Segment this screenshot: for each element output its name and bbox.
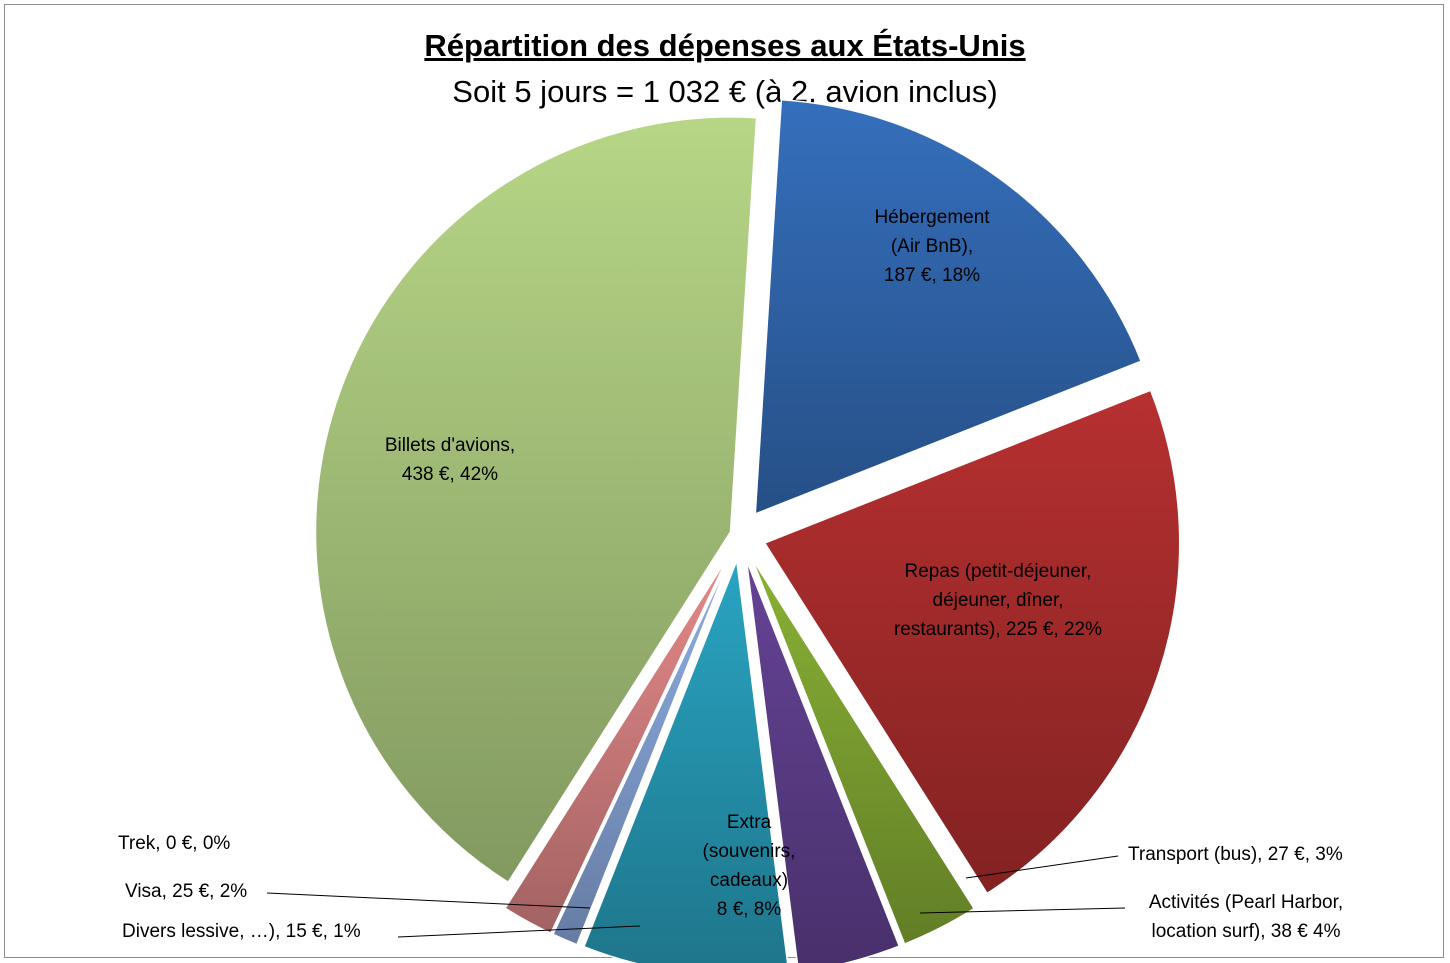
slice-label-extra-souvenirs-cadeaux: Extra (souvenirs, cadeaux) 8 €, 8% <box>703 812 796 920</box>
leader-line-divers-lessive <box>397 925 641 938</box>
slice-label-line: 187 €, 18% <box>884 265 980 286</box>
chart-subtitle: Soit 5 jours = 1 032 € (à 2, avion inclu… <box>452 74 998 109</box>
slice-label-visa: Visa, 25 €, 2% <box>125 881 247 902</box>
slice-label-line: Transport (bus), 27 €, 3% <box>1128 844 1343 865</box>
leader-line-activites-pearl-harbor-location-surf <box>919 907 1126 914</box>
slice-label-line: Divers lessive, …), 15 €, 1% <box>122 921 361 942</box>
slice-repas-petit-dejeuner-dejeuner-diner-restaurants <box>763 389 1181 895</box>
leader-lines <box>266 855 1126 938</box>
slices-layer <box>314 98 1181 963</box>
slice-label-line: location surf), 38 € 4% <box>1151 921 1340 942</box>
slice-label-billets-d-avions: Billets d'avions, 438 €, 42% <box>385 435 515 485</box>
leader-line-transport-bus <box>965 855 1119 879</box>
slice-label-line: (souvenirs, <box>703 841 796 862</box>
slice-label-line: 438 €, 42% <box>402 464 498 485</box>
slice-label-line: 8 €, 8% <box>717 899 782 920</box>
slice-label-trek: Trek, 0 €, 0% <box>118 833 230 854</box>
slice-label-line: Extra <box>727 812 772 833</box>
slice-transport-bus <box>751 557 976 945</box>
slice-label-transport-bus: Transport (bus), 27 €, 3% <box>1128 844 1343 865</box>
chart-title: Répartition des dépenses aux États-Unis <box>424 28 1026 63</box>
slice-billets-d-avions <box>314 116 758 884</box>
slice-label-line: Activités (Pearl Harbor, <box>1149 892 1343 913</box>
slice-extra-souvenirs-cadeaux <box>582 560 789 963</box>
slice-label-line: Visa, 25 €, 2% <box>125 881 247 902</box>
slice-label-line: Hébergement <box>874 207 990 228</box>
leader-line-visa <box>266 892 591 909</box>
slice-activites-pearl-harbor-location-surf <box>745 559 901 963</box>
slice-label-hebergement-air-bnb: Hébergement (Air BnB), 187 €, 18% <box>874 207 990 286</box>
slice-visa <box>504 557 729 935</box>
slice-label-activites-pearl-harbor-location-surf: Activités (Pearl Harbor, location surf), … <box>1149 892 1343 942</box>
slice-divers-lessive <box>551 558 731 946</box>
slice-hebergement-air-bnb <box>754 98 1143 516</box>
slice-label-divers-lessive: Divers lessive, …), 15 €, 1% <box>122 921 361 942</box>
slice-label-line: (Air BnB), <box>891 236 973 257</box>
slice-labels: Hébergement (Air BnB), 187 €, 18% Repas (pe… <box>118 207 1343 942</box>
slice-label-line: Trek, 0 €, 0% <box>118 833 230 854</box>
slice-label-repas-petit-dejeuner-dejeuner-diner-restaurants: Repas (petit-déjeuner, déjeuner, dîner, re… <box>894 561 1102 640</box>
slice-label-line: déjeuner, dîner, <box>933 590 1064 611</box>
slice-label-line: Repas (petit-déjeuner, <box>905 561 1092 582</box>
slice-label-line: restaurants), 225 €, 22% <box>894 619 1102 640</box>
slice-label-line: Billets d'avions, <box>385 435 515 456</box>
slice-label-line: cadeaux) <box>710 870 788 891</box>
